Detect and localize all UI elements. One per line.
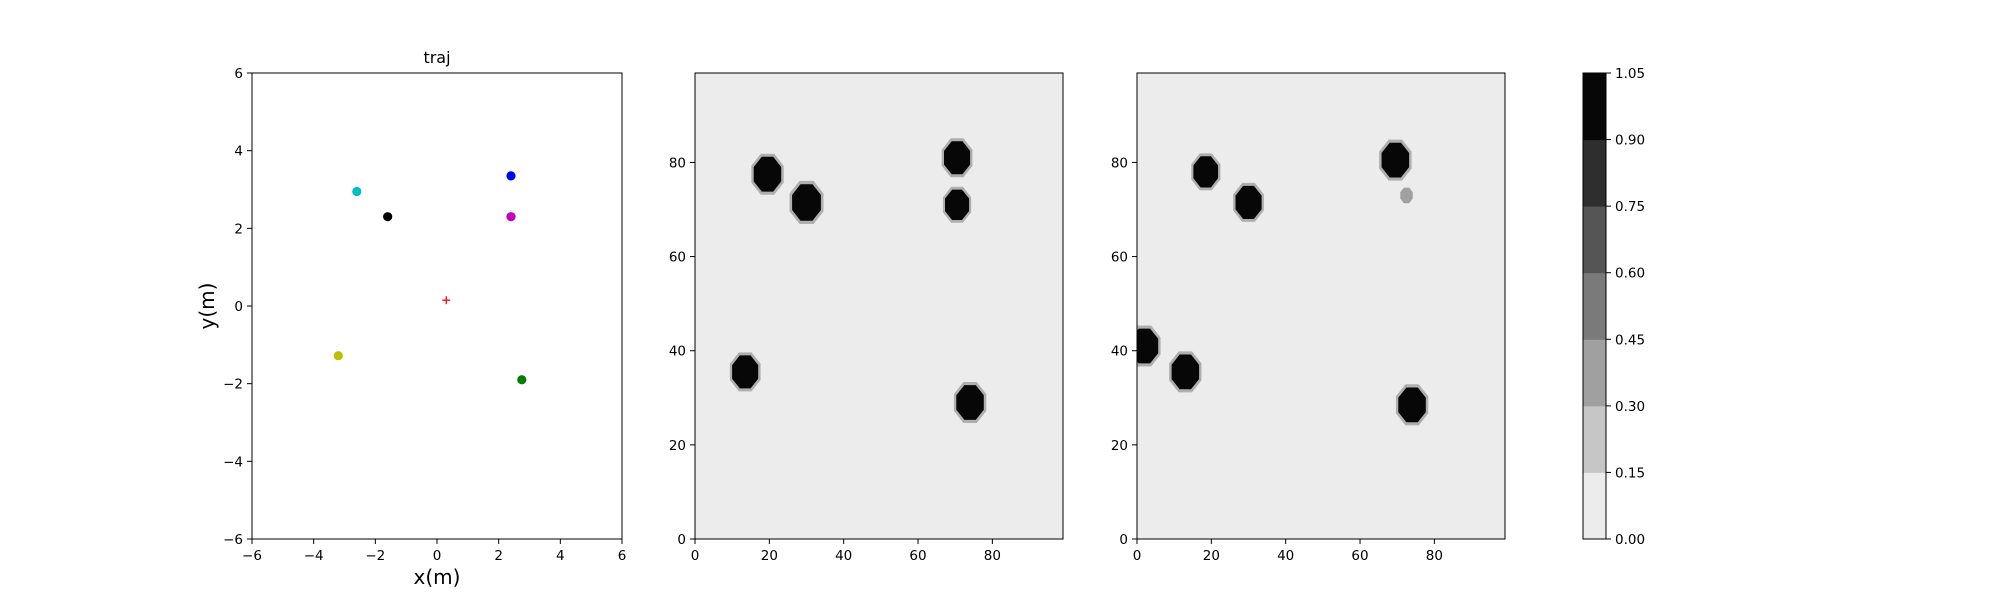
- heatmap-2-blob: [1399, 186, 1414, 205]
- heatmap-2-background: [1137, 73, 1505, 539]
- colorbar: 0.00 0.15 0.30 0.45 0.60 0.75 0.90 1.05: [1582, 66, 1645, 548]
- heatmap-panel-2: 0 20 40 60 80 0 20 40 60 80: [1111, 72, 1506, 564]
- traj-xtick-label: 0: [433, 548, 442, 564]
- heatmap-1-ytick-label: 60: [669, 250, 686, 266]
- heatmap-1-xtick-label: 20: [761, 548, 778, 564]
- traj-point: [517, 375, 527, 385]
- traj-xtick-label: 6: [618, 548, 627, 564]
- colorbar-tick-label: 0.45: [1615, 332, 1645, 348]
- heatmap-panel-1: 0 20 40 60 80 0 20 40 60 80: [669, 72, 1064, 564]
- traj-ytick-label: 4: [234, 144, 243, 160]
- colorbar-band: [1583, 339, 1606, 407]
- colorbar-band: [1583, 405, 1606, 473]
- traj-xtick-label: 2: [494, 548, 503, 564]
- traj-xtick-label: −2: [365, 548, 385, 564]
- colorbar-frame: [1582, 72, 1607, 540]
- colorbar-tick-label: 0.15: [1615, 465, 1645, 481]
- traj-ytick-label: 2: [234, 221, 243, 237]
- traj-xtick-label: −6: [242, 548, 262, 564]
- traj-point: [333, 351, 343, 361]
- traj-xtick-label: −4: [304, 548, 324, 564]
- colorbar-band: [1583, 472, 1606, 540]
- heatmap-1-blob: [953, 382, 987, 423]
- heatmap-1-ytick-label: 20: [669, 438, 686, 454]
- colorbar-bands: [1583, 73, 1606, 540]
- traj-ytick-label: 6: [234, 66, 243, 82]
- heatmap-2-blob: [1379, 139, 1412, 181]
- traj-xlabel: x(m): [414, 565, 461, 589]
- traj-ytick-label: 0: [234, 299, 243, 315]
- colorbar-tick-label: 0.60: [1615, 266, 1645, 282]
- heatmap-1-blob: [751, 153, 784, 195]
- traj-point: [383, 212, 393, 222]
- heatmap-2-frame: [1136, 72, 1506, 540]
- heatmap-2-ytick-label: 80: [1111, 155, 1128, 171]
- heatmap-1-blobs: [729, 138, 987, 423]
- heatmap-2-xtick-label: 20: [1203, 548, 1220, 564]
- heatmap-2-axis-ticks: 0 20 40 60 80 0 20 40 60 80: [1111, 155, 1443, 564]
- colorbar-tick-label: 0.75: [1615, 199, 1645, 215]
- heatmap-1-ytick-label: 80: [669, 155, 686, 171]
- traj-scatter-panel: traj −6 −4 −2 0 2 4 6 −6 −4 −2 0 2 4 6 x(m) y(m): [195, 48, 626, 589]
- heatmap-2-ytick-label: 20: [1111, 438, 1128, 454]
- heatmap-2-ytick-label: 40: [1111, 344, 1128, 360]
- colorbar-tick-label: 1.05: [1615, 66, 1645, 82]
- traj-point: [506, 171, 516, 181]
- colorbar-band: [1583, 139, 1606, 207]
- heatmap-2-blob: [1169, 351, 1202, 393]
- colorbar-tick-label: 0.00: [1615, 532, 1645, 548]
- traj-point: [352, 186, 362, 197]
- heatmap-2-ytick-label: 60: [1111, 250, 1128, 266]
- traj-axis-ticks: −6 −4 −2 0 2 4 6 −6 −4 −2 0 2 4 6: [223, 66, 626, 564]
- heatmap-2-blob: [1395, 384, 1429, 426]
- heatmap-2-blob: [1191, 153, 1221, 191]
- colorbar-tick-label: 0.30: [1615, 399, 1645, 415]
- heatmap-1-blob: [789, 180, 824, 224]
- traj-point: [506, 212, 516, 222]
- heatmap-2-blob: [1137, 325, 1161, 367]
- heatmap-1-xtick-label: 0: [691, 548, 700, 564]
- traj-xtick-label: 4: [556, 548, 565, 564]
- heatmap-1-frame: [694, 72, 1064, 540]
- traj-title: traj: [423, 48, 450, 67]
- heatmap-2-xtick-label: 40: [1277, 548, 1294, 564]
- traj-ylabel: y(m): [195, 283, 219, 330]
- heatmap-1-axis-ticks: 0 20 40 60 80 0 20 40 60 80: [669, 155, 1001, 564]
- traj-ytick-label: −6: [223, 532, 243, 548]
- colorbar-ticks: 0.00 0.15 0.30 0.45 0.60 0.75 0.90 1.05: [1606, 66, 1645, 548]
- heatmap-1-xtick-label: 80: [984, 548, 1001, 564]
- heatmap-1-blob: [942, 186, 972, 223]
- heatmap-1-ytick-label: 40: [669, 344, 686, 360]
- heatmap-2-xtick-label: 80: [1426, 548, 1443, 564]
- traj-plot-area: [252, 73, 622, 539]
- heatmap-1-xtick-label: 60: [909, 548, 926, 564]
- traj-ytick-label: −2: [223, 377, 243, 393]
- colorbar-band: [1583, 272, 1606, 340]
- heatmap-1-ytick-label: 0: [677, 532, 686, 548]
- heatmap-2-ytick-label: 0: [1119, 532, 1128, 548]
- heatmap-1-xtick-label: 40: [835, 548, 852, 564]
- heatmap-1-blob: [729, 352, 761, 392]
- heatmap-1-blob: [941, 138, 973, 178]
- colorbar-band: [1583, 73, 1606, 141]
- colorbar-band: [1583, 206, 1606, 274]
- traj-point-target-marker: [442, 296, 451, 305]
- heatmap-2-blobs: [1137, 139, 1429, 426]
- heatmap-2-xtick-label: 0: [1133, 548, 1142, 564]
- colorbar-tick-label: 0.90: [1615, 133, 1645, 149]
- heatmap-1-background: [695, 73, 1063, 539]
- traj-ytick-label: −4: [223, 454, 243, 470]
- heatmap-2-blob: [1233, 182, 1264, 222]
- heatmap-2-xtick-label: 60: [1351, 548, 1368, 564]
- traj-points: [333, 171, 527, 385]
